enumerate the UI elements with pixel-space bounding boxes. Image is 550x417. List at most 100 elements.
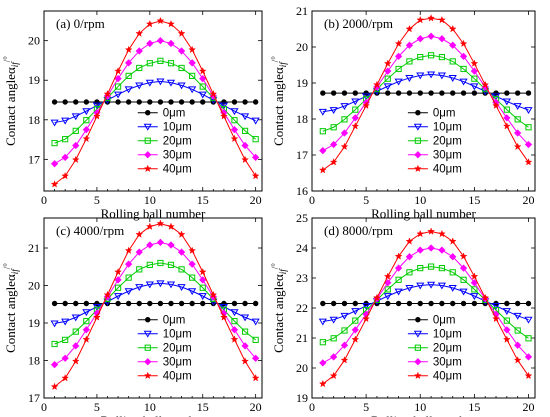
- data-point: [125, 72, 132, 79]
- data-point: [200, 300, 206, 307]
- data-point: [135, 29, 144, 37]
- data-point: [50, 361, 59, 369]
- data-point: [135, 230, 144, 238]
- data-point: [459, 39, 468, 48]
- data-point: [188, 45, 197, 54]
- data-point: [514, 300, 521, 307]
- data-point: [471, 286, 478, 293]
- data-point: [124, 86, 133, 94]
- data-point: [318, 165, 327, 174]
- legend-marker: [143, 123, 152, 131]
- data-point: [362, 303, 371, 310]
- data-point: [395, 90, 402, 96]
- data-point: [460, 65, 467, 73]
- legend-label: 20μm: [433, 343, 462, 355]
- y-tick-label: 19: [296, 391, 308, 405]
- x-tick-label: 10: [414, 400, 426, 414]
- legend-label: 0μm: [433, 108, 456, 120]
- data-point: [448, 75, 457, 82]
- legend-marker: [143, 371, 152, 380]
- y-axis-label: Contact angleαif/°: [270, 263, 288, 353]
- data-point: [114, 293, 123, 300]
- data-point: [340, 312, 349, 320]
- data-point: [362, 314, 371, 323]
- panel-title: (b) 2000/rpm: [324, 16, 393, 31]
- data-point: [240, 314, 250, 322]
- data-point: [125, 274, 132, 281]
- series-line: [54, 40, 257, 165]
- data-point: [330, 140, 338, 149]
- y-axis-label: Contact angleαif/°: [270, 56, 288, 146]
- data-point: [514, 341, 522, 349]
- data-point: [146, 261, 153, 268]
- data-point: [114, 66, 123, 75]
- data-point: [405, 285, 414, 292]
- legend-label: 0μm: [163, 315, 186, 327]
- series-20μm: [319, 263, 532, 346]
- y-tick-label: 17: [28, 391, 40, 405]
- y-tick-label: 19: [28, 316, 40, 330]
- legend-label: 30μm: [163, 150, 192, 162]
- data-point: [471, 300, 478, 307]
- data-point: [103, 92, 112, 100]
- series-line: [322, 54, 529, 132]
- series-30μm: [50, 238, 260, 369]
- data-point: [125, 59, 133, 67]
- data-point: [188, 288, 197, 296]
- y-tick-label: 17: [28, 152, 40, 166]
- data-point: [82, 134, 91, 143]
- legend-marker: [414, 344, 421, 351]
- data-point: [504, 300, 510, 307]
- y-tick-label: 21: [28, 241, 40, 255]
- series-line: [54, 60, 256, 144]
- data-point: [439, 90, 445, 96]
- x-axis-label: Rolling ball number: [101, 413, 206, 417]
- data-point: [189, 72, 196, 79]
- legend-label: 30μm: [163, 357, 192, 369]
- y-tick-label: 20: [296, 40, 308, 54]
- x-tick-label: 10: [144, 193, 156, 207]
- legend-marker: [145, 109, 151, 116]
- data-point: [448, 285, 457, 292]
- data-point: [146, 60, 153, 67]
- data-point: [470, 59, 479, 67]
- data-point: [471, 90, 478, 96]
- legend-marker: [414, 358, 422, 366]
- y-tick-label: 24: [296, 241, 308, 255]
- data-point: [251, 171, 260, 180]
- data-point: [168, 99, 174, 105]
- data-point: [115, 300, 121, 307]
- data-point: [199, 284, 206, 291]
- data-point: [524, 107, 533, 114]
- x-axis-label: Rolling ball number: [371, 206, 476, 221]
- data-point: [502, 98, 511, 106]
- data-point: [50, 320, 59, 328]
- data-point: [340, 341, 349, 349]
- data-point: [178, 300, 185, 307]
- data-point: [241, 342, 249, 350]
- data-point: [73, 99, 79, 105]
- data-point: [252, 99, 259, 105]
- data-point: [82, 326, 90, 334]
- data-point: [103, 89, 112, 98]
- x-tick-label: 0: [309, 400, 315, 414]
- data-point: [167, 60, 175, 67]
- y-axis-label-sub: if: [10, 268, 20, 275]
- data-point: [405, 253, 414, 261]
- series-line: [322, 230, 529, 385]
- data-point: [124, 288, 133, 296]
- x-axis-label: Rolling ball number: [101, 206, 206, 221]
- data-point: [241, 328, 249, 335]
- data-point: [72, 328, 79, 335]
- data-point: [167, 261, 175, 268]
- x-tick-label: 15: [197, 400, 209, 414]
- data-point: [330, 335, 337, 342]
- data-point: [167, 222, 175, 230]
- x-tick-label: 5: [363, 400, 369, 414]
- data-point: [199, 75, 207, 83]
- data-point: [406, 90, 413, 96]
- data-point: [83, 300, 90, 307]
- y-axis-label-main: Contact angleα: [271, 67, 286, 146]
- data-point: [51, 340, 58, 348]
- data-point: [438, 265, 446, 272]
